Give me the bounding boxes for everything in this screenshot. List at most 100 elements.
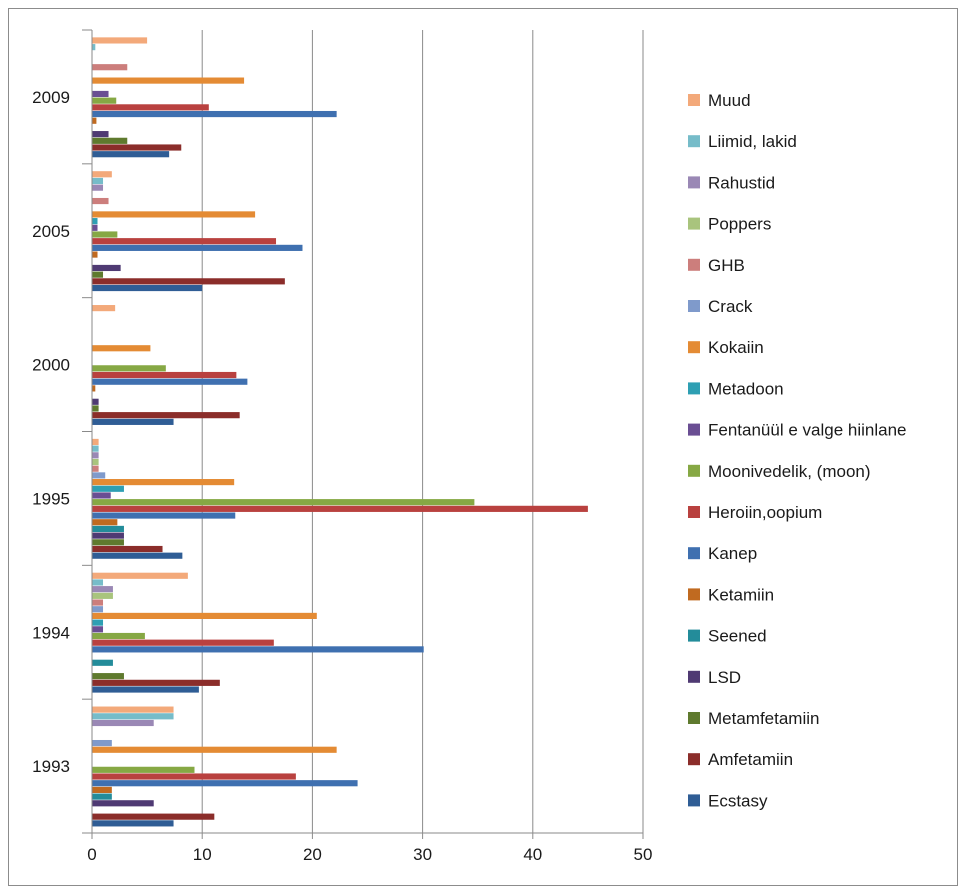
bar <box>92 137 128 144</box>
legend-item: Kanep <box>688 544 757 563</box>
bar <box>92 525 124 533</box>
bar <box>92 659 113 666</box>
bar <box>92 412 240 419</box>
y-tick-label: 2009 <box>32 88 70 107</box>
legend-label: Rahustid <box>708 173 775 192</box>
legend-label: GHB <box>708 256 745 275</box>
bar <box>92 452 99 459</box>
bar <box>92 458 99 466</box>
bar <box>92 485 124 492</box>
bar <box>92 519 118 526</box>
axes <box>82 29 644 839</box>
legend-swatch <box>688 547 700 560</box>
bar <box>92 405 99 412</box>
legend-item: Amfetamiin <box>688 750 793 769</box>
bar <box>92 117 97 124</box>
x-tick-labels: 0 10 20 30 40 50 <box>87 845 652 864</box>
legend-swatch <box>688 258 700 271</box>
bar <box>92 64 128 71</box>
bar <box>92 626 104 633</box>
x-tick-label: 30 <box>413 845 432 864</box>
bar <box>92 472 106 479</box>
bar <box>92 586 113 593</box>
legend-item: Crack <box>688 297 753 316</box>
bar <box>92 371 237 379</box>
y-tick-labels: 1993 1994 1995 2000 2005 2009 <box>32 88 70 776</box>
bar <box>92 465 99 472</box>
bar <box>92 271 104 278</box>
bar <box>92 244 303 251</box>
legend-item: Metadoon <box>688 379 784 398</box>
legend-item: Kokaiin <box>688 338 764 357</box>
bar <box>92 110 337 118</box>
bar <box>92 539 124 546</box>
legend-label: Fentanüül e valge hiinlane <box>708 421 906 440</box>
bar <box>92 673 124 680</box>
bar <box>92 686 199 693</box>
bar <box>92 37 148 44</box>
legend-item: Ketamiin <box>688 585 774 604</box>
bar <box>92 231 118 238</box>
bar <box>92 793 112 800</box>
bar <box>92 492 111 499</box>
bar <box>92 365 166 372</box>
y-tick-label: 1993 <box>32 757 70 776</box>
legend-swatch <box>688 382 700 395</box>
bar <box>92 44 96 51</box>
y-tick-label: 2000 <box>32 356 70 375</box>
bar <box>92 264 121 272</box>
x-tick-label: 20 <box>303 845 322 864</box>
legend-swatch <box>688 300 700 312</box>
gridlines <box>201 30 644 833</box>
legend-label: Kokaiin <box>708 338 764 357</box>
legend-swatch <box>688 794 700 807</box>
bar <box>92 800 154 807</box>
legend-label: Muud <box>708 91 751 110</box>
x-tick-label: 0 <box>87 845 96 864</box>
legend-swatch <box>688 176 700 189</box>
legend-item: Poppers <box>688 215 771 234</box>
legend-swatch <box>688 670 700 683</box>
bar <box>92 592 113 599</box>
legend-swatch <box>688 217 700 230</box>
bar <box>92 197 109 205</box>
legend-label: Moonivedelik, (moon) <box>708 462 871 481</box>
legend-label: LSD <box>708 668 741 687</box>
x-tick-label: 50 <box>634 845 653 864</box>
bar <box>92 532 124 539</box>
legend-item: Liimid, lakid <box>688 132 797 151</box>
bar <box>92 218 98 225</box>
x-tick-label: 40 <box>523 845 542 864</box>
bar <box>92 646 424 653</box>
bar <box>92 545 163 553</box>
legend-label: Metadoon <box>708 379 784 398</box>
bar <box>92 345 151 352</box>
legend-item: Seened <box>688 627 767 646</box>
bar <box>92 131 109 138</box>
bar <box>92 251 98 258</box>
legend-item: Metamfetamiin <box>688 709 819 728</box>
bar <box>92 780 358 787</box>
legend-label: Ecstasy <box>708 791 768 810</box>
bar <box>92 284 203 292</box>
legend-swatch <box>688 341 700 354</box>
legend-label: Amfetamiin <box>708 750 793 769</box>
bar <box>92 224 98 231</box>
bar <box>92 632 145 640</box>
legend-item: Heroiin,oopium <box>688 503 822 522</box>
legend-label: Liimid, lakid <box>708 132 797 151</box>
legend-swatch <box>688 753 700 766</box>
bar <box>92 77 245 84</box>
legend-swatch <box>688 712 700 724</box>
bar <box>92 104 209 111</box>
legend-label: Crack <box>708 297 753 316</box>
legend-label: Metamfetamiin <box>708 709 819 728</box>
bar <box>92 820 174 827</box>
x-tick-label: 10 <box>193 845 212 864</box>
bar <box>92 512 236 519</box>
legend-label: Ketamiin <box>708 585 774 604</box>
legend-item: LSD <box>688 668 741 687</box>
legend-label: Poppers <box>708 215 771 234</box>
legend-item: Fentanüül e valge hiinlane <box>688 421 906 440</box>
legend-item: GHB <box>688 256 745 275</box>
